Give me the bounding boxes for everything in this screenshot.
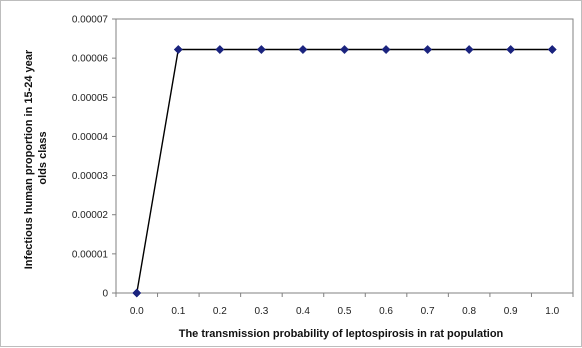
data-point [256, 44, 266, 55]
x-tick-label: 0.8 [462, 306, 476, 317]
y-tick-label: 0.00002 [72, 210, 109, 221]
y-axis-title-line-1: Infectious human proportion in 15-24 yea… [23, 49, 35, 269]
x-tick-label: 0.9 [504, 306, 518, 317]
y-tick-label: 0.00003 [72, 171, 109, 182]
y-tick-label: 0.00006 [72, 54, 109, 65]
x-tick-label: 0.1 [171, 306, 185, 317]
y-tick-label: 0 [102, 289, 108, 300]
y-tick-label: 0.00007 [72, 15, 109, 26]
data-point [547, 44, 557, 55]
data-point [215, 44, 225, 55]
y-tick-label: 0.00004 [72, 132, 109, 143]
x-tick-label: 0.0 [130, 306, 144, 317]
data-point [132, 288, 142, 298]
data-point [423, 44, 433, 55]
data-point [381, 44, 391, 55]
x-tick-label: 0.3 [254, 306, 268, 317]
plot-area [115, 18, 574, 294]
x-tick-label: 1.0 [545, 306, 559, 317]
data-point [173, 44, 183, 55]
y-axis-title-line-2: olds class [37, 131, 49, 184]
y-axis: 0 0.00001 0.00002 0.00003 0.00004 0.00005 0.00… [72, 15, 116, 300]
x-tick-label: 0.5 [338, 306, 352, 317]
y-axis-title: Infectious human proportion in 15-24 yea… [23, 47, 49, 270]
series-layer [132, 44, 557, 298]
data-point [339, 44, 350, 55]
data-point [506, 44, 516, 55]
y-tick-label: 0.00001 [72, 249, 109, 260]
x-axis-title: The transmission probability of leptospi… [179, 328, 504, 340]
x-tick-label: 0.7 [421, 306, 435, 317]
x-tick-label: 0.4 [296, 306, 310, 317]
x-tick-label: 0.2 [213, 306, 227, 317]
data-point [298, 44, 308, 55]
y-tick-label: 0.00005 [72, 93, 109, 104]
x-tick-label: 0.6 [379, 306, 393, 317]
data-point [464, 44, 474, 55]
x-axis: 0.0 0.1 0.2 0.3 0.4 0.5 0.6 0.7 0.8 0.9 1.0 [115, 293, 574, 317]
